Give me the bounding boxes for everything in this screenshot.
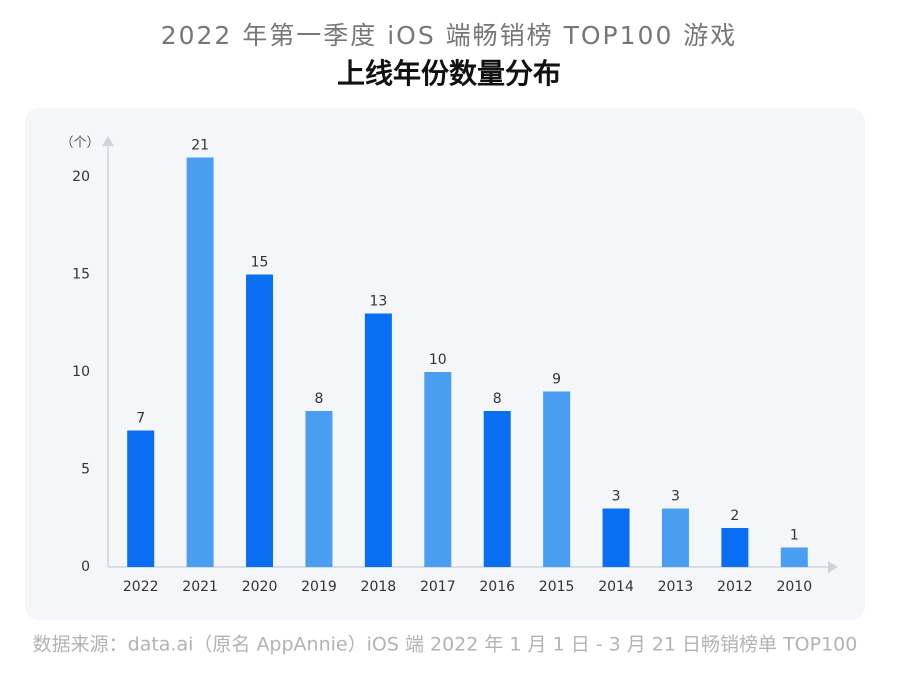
x-tick-label: 2013 [658,579,694,595]
bar [602,508,630,567]
data-label: 9 [552,372,561,388]
x-tick-label: 2022 [123,579,159,595]
y-axis-label: （个） [60,136,99,151]
bar [721,528,749,567]
x-tick-label: 2020 [242,579,278,595]
y-tick-label: 15 [72,267,90,283]
data-label: 1 [790,528,799,544]
x-tick-label: 2015 [539,579,575,595]
source-note: 数据来源：data.ai（原名 AppAnnie）iOS 端 2022 年 1 … [33,634,858,656]
y-tick-label: 10 [72,364,90,380]
bar [186,157,214,567]
y-tick-label: 20 [72,169,90,185]
x-tick-label: 2019 [301,579,337,595]
data-label: 13 [369,294,387,310]
bar [780,547,808,567]
bar [483,411,511,567]
y-axis-arrow [102,136,114,146]
x-tick-label: 2021 [182,579,218,595]
bar [543,391,571,567]
y-tick-label: 0 [81,559,90,575]
x-tick-label: 2017 [420,579,456,595]
data-label: 7 [136,411,145,427]
x-tick-label: 2016 [479,579,515,595]
data-label: 2 [730,508,739,524]
y-tick-label: 5 [81,462,90,478]
data-label: 15 [251,255,269,271]
card [25,108,865,620]
bar [364,313,392,567]
bar [424,372,452,567]
data-label: 3 [612,489,621,505]
x-axis-arrow [828,561,838,573]
bar [127,430,155,567]
data-label: 10 [429,352,447,368]
chart-title: 2022 年第一季度 iOS 端畅销榜 TOP100 游戏 [161,21,738,50]
bar [661,508,689,567]
data-label: 21 [191,138,209,154]
x-tick-label: 2014 [598,579,634,595]
bar [246,274,274,567]
bar [305,411,333,567]
data-label: 3 [671,489,680,505]
x-tick-label: 2012 [717,579,753,595]
x-tick-label: 2018 [361,579,397,595]
x-tick-label: 2010 [776,579,812,595]
chart-subtitle: 上线年份数量分布 [337,57,561,90]
data-label: 8 [314,391,323,407]
data-label: 8 [493,391,502,407]
